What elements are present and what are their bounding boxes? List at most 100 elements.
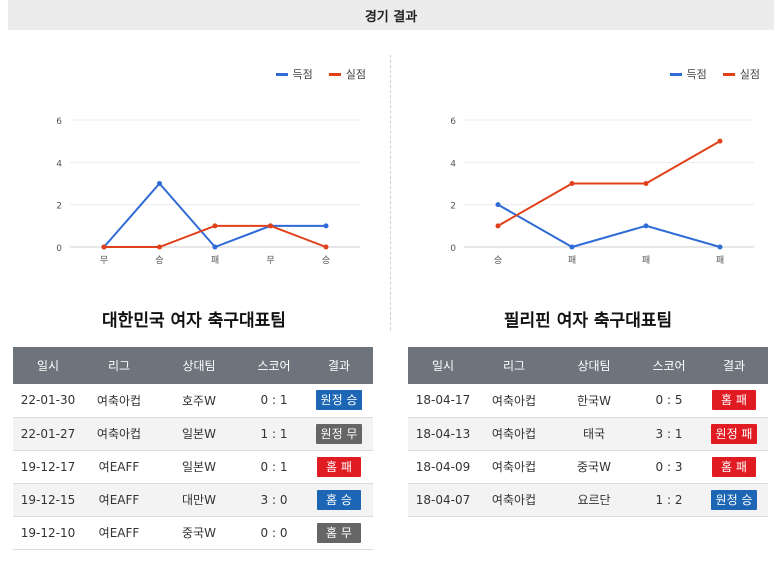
y-tick-label: 4 [56,159,62,169]
match-date: 19-12-17 [13,450,83,484]
date-header: 일시 [408,347,478,384]
data-point[interactable] [212,223,218,229]
opponent-name: 대만W [155,483,243,517]
table-row[interactable]: 22-01-30 여축아컵 호주W 0 : 1 원정 승 [13,384,373,418]
result-badge: 원정 승 [315,390,363,411]
result-badge: 원정 무 [315,423,363,444]
league-name: 여축아컵 [478,384,550,418]
legend-swatch-scored [669,72,682,76]
data-point[interactable] [495,202,501,208]
league-name: 여축아컵 [83,384,155,418]
left-line-chart: 0 2 4 6 무 승 패 무 승 [56,117,360,266]
match-score: 0 : 5 [638,384,700,418]
result-header: 결과 [700,347,768,384]
team-title: 필리핀 여자 축구대표팀 [503,311,673,331]
match-score: 0 : 0 [243,516,305,550]
y-tick-label: 2 [450,202,456,212]
x-tick-label: 무 [266,255,274,266]
result-badge: 홈 패 [317,456,361,477]
section-title: 경기 결과 [364,9,418,25]
date-header: 일시 [13,347,83,384]
table-row[interactable]: 19-12-10 여EAFF 중국W 0 : 0 홈 무 [13,516,373,550]
table-header-row: 일시 리그 상대팀 스코어 결과 [13,347,373,384]
match-score: 0 : 3 [638,450,700,484]
data-point[interactable] [323,244,329,250]
data-point[interactable] [323,223,329,229]
y-tick-label: 6 [56,117,62,127]
table-row[interactable]: 18-04-13 여축아컵 태국 3 : 1 원정 패 [408,417,768,451]
legend-item-scored[interactable]: 득점 [275,66,313,82]
left-results-table: 일시 리그 상대팀 스코어 결과 22-01-30 여축아컵 호주W 0 : 1 원정 승 22-… [13,347,373,550]
data-point[interactable] [268,223,273,229]
match-score: 1 : 1 [243,417,305,451]
table-row[interactable]: 19-12-17 여EAFF 일본W 0 : 1 홈 패 [13,450,373,484]
legend-item-conceded[interactable]: 실점 [722,66,760,82]
x-tick-label: 패 [568,255,576,266]
match-result-cell: 홈 패 [700,384,768,418]
chart-legend[interactable]: 득점 실점 [669,66,760,82]
opponent-name: 중국W [155,516,243,550]
x-tick-label: 패 [716,255,724,266]
data-point[interactable] [717,244,723,250]
result-badge: 홈 패 [712,390,756,411]
opponent-header: 상대팀 [155,347,243,384]
match-score: 3 : 0 [243,483,305,517]
data-point[interactable] [643,223,649,229]
legend-label-conceded: 실점 [739,68,760,81]
match-date: 18-04-13 [408,417,478,451]
result-badge: 홈 무 [317,522,361,543]
opponent-header: 상대팀 [550,347,638,384]
series-line-scored [497,203,721,249]
opponent-name: 요르단 [550,483,638,517]
x-tick-label: 승 [155,255,163,266]
table-row[interactable]: 18-04-17 여축아컵 한국W 0 : 5 홈 패 [408,384,768,418]
legend-label-conceded: 실점 [345,68,366,81]
league-name: 여축아컵 [478,417,550,451]
match-date: 18-04-09 [408,450,478,484]
match-score: 1 : 2 [638,483,700,517]
x-tick-label: 승 [494,255,502,266]
score-header: 스코어 [243,347,305,384]
match-result-cell: 홈 패 [700,450,768,484]
legend-label-scored: 득점 [686,68,707,81]
data-point[interactable] [643,181,649,186]
match-result-cell: 홈 패 [305,450,373,484]
table-row[interactable]: 22-01-27 여축아컵 일본W 1 : 1 원정 무 [13,417,373,451]
team-title: 대한민국 여자 축구대표팀 [102,311,286,331]
series-line-conceded [104,224,327,248]
legend-swatch-scored [275,72,288,76]
y-tick-label: 0 [56,244,62,254]
match-result-cell: 원정 승 [305,384,373,418]
opponent-name: 일본W [155,450,243,484]
section-header: 경기 결과 [8,0,774,30]
opponent-name: 호주W [155,384,243,418]
league-header: 리그 [83,347,155,384]
x-tick-label: 패 [642,255,650,266]
match-result-cell: 원정 무 [305,417,373,451]
opponent-name: 중국W [550,450,638,484]
data-point[interactable] [569,181,575,186]
data-point[interactable] [495,223,501,229]
opponent-name: 한국W [550,384,638,418]
match-result-cell: 홈 승 [305,483,373,517]
x-tick-label: 패 [211,255,219,266]
legend-item-conceded[interactable]: 실점 [328,66,366,82]
table-row[interactable]: 18-04-09 여축아컵 중국W 0 : 3 홈 패 [408,450,768,484]
league-name: 여EAFF [83,483,155,517]
match-date: 22-01-30 [13,384,83,418]
data-point[interactable] [157,244,162,250]
data-point[interactable] [569,244,575,250]
match-date: 19-12-10 [13,516,83,550]
table-row[interactable]: 19-12-15 여EAFF 대만W 3 : 0 홈 승 [13,483,373,517]
data-point[interactable] [101,244,107,250]
opponent-name: 태국 [550,417,638,451]
data-point[interactable] [212,244,218,250]
chart-legend[interactable]: 득점 실점 [275,66,366,82]
table-row[interactable]: 18-04-07 여축아컵 요르단 1 : 2 원정 승 [408,483,768,517]
result-header: 결과 [305,347,373,384]
legend-swatch-conceded [722,72,735,76]
legend-item-scored[interactable]: 득점 [669,66,707,82]
x-tick-label: 승 [322,255,330,266]
data-point[interactable] [717,138,723,144]
data-point[interactable] [157,181,162,186]
